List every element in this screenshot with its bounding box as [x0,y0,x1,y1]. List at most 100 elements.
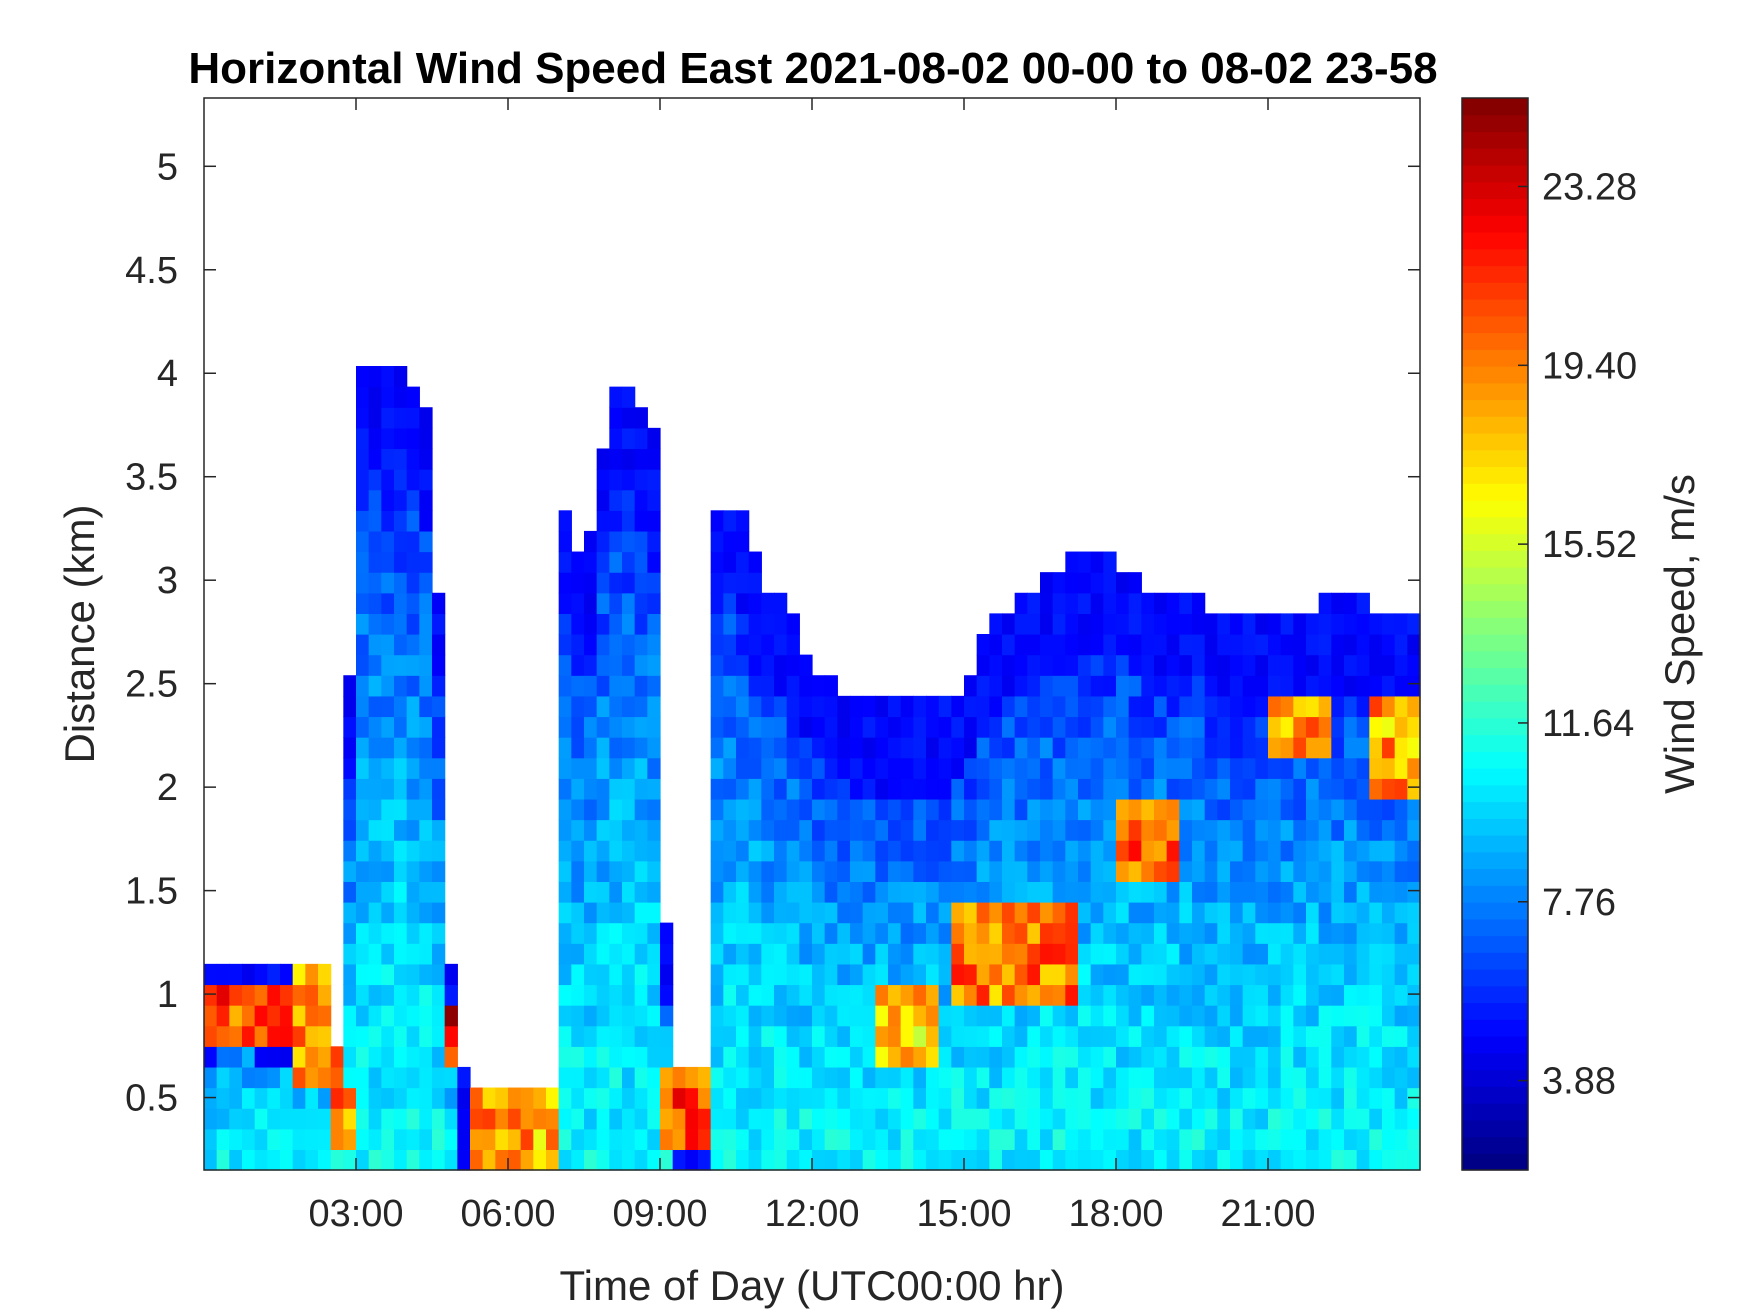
heatmap-cell [609,407,623,429]
heatmap-cell [432,798,446,821]
heatmap-cell [1306,819,1320,841]
colorbar-segment [1462,734,1528,752]
heatmap-cell [850,943,864,965]
colorbar-segment [1462,701,1528,719]
heatmap-cell [710,778,724,800]
colorbar-segment [1462,768,1528,786]
heatmap-cell [1040,1108,1054,1130]
heatmap-cell [736,530,750,553]
heatmap-cell [343,819,357,841]
heatmap-cell [1078,819,1092,841]
heatmap-cell [419,778,433,800]
heatmap-cell [444,1087,458,1109]
heatmap-cell [1407,860,1421,882]
heatmap-cell [736,634,750,656]
heatmap-cell [913,819,927,841]
heatmap-cell [938,840,952,862]
heatmap-cell [1103,654,1117,676]
heatmap-cell [1040,572,1054,594]
heatmap-cell [343,695,357,718]
heatmap-cell [723,1108,737,1130]
heatmap-cell [419,675,433,697]
heatmap-cell [1128,654,1142,676]
heatmap-cell [875,881,889,903]
heatmap-cell [1217,1149,1231,1171]
heatmap-cell [546,1108,560,1130]
heatmap-cell [1217,881,1231,903]
heatmap-cell [343,902,357,924]
heatmap-cell [1344,592,1358,614]
heatmap-cell [964,819,978,841]
colorbar-segment [1462,851,1528,870]
heatmap-cell [381,448,395,470]
heatmap-cell [381,819,395,841]
heatmap-cell [1154,778,1168,800]
heatmap-cell [1394,654,1408,676]
heatmap-cell [1407,737,1421,759]
heatmap-cell [1407,613,1421,635]
heatmap-cell [1116,592,1130,614]
heatmap-cell [1280,819,1294,841]
heatmap-cell [356,1149,370,1171]
heatmap-cell [1027,881,1041,903]
heatmap-cell [1293,1046,1307,1068]
heatmap-cell [609,1087,623,1109]
heatmap-cell [1331,716,1345,738]
heatmap-cell [1027,737,1041,759]
heatmap-cell [647,654,661,676]
heatmap-cell [1103,840,1117,862]
heatmap-cell [482,1087,496,1109]
heatmap-cell [242,984,256,1006]
x-axis-label: Time of Day (UTC00:00 hr) [560,1262,1065,1309]
heatmap-cell [1318,902,1332,924]
heatmap-cell [761,943,775,965]
heatmap-cell [1356,634,1370,656]
heatmap-cell [850,716,864,738]
heatmap-cell [394,1087,408,1109]
heatmap-cell [1154,1087,1168,1109]
colorbar-segment [1462,835,1528,853]
heatmap-cell [1179,716,1193,738]
heatmap-cell [913,1066,927,1089]
heatmap-cell [432,860,446,882]
heatmap-cell [394,881,408,903]
heatmap-cell [723,819,737,841]
heatmap-cell [1394,675,1408,697]
heatmap-cell [799,675,813,697]
heatmap-cell [596,654,610,676]
heatmap-cell [1040,860,1054,882]
heatmap-cell [647,1128,661,1150]
heatmap-cell [837,1128,851,1150]
heatmap-cell [634,634,648,656]
heatmap-cell [1014,1005,1028,1027]
heatmap-cell [1078,1087,1092,1109]
heatmap-cell [1065,840,1079,862]
heatmap-cell [343,1087,357,1109]
heatmap-cell [596,613,610,635]
heatmap-cell [736,654,750,676]
heatmap-cell [888,1108,902,1130]
heatmap-cell [368,1005,382,1027]
heatmap-cell [1179,1005,1193,1027]
colorbar-segment [1462,282,1528,300]
heatmap-cell [381,737,395,759]
heatmap-cell [1344,1005,1358,1027]
heatmap-cell [1280,1046,1294,1068]
heatmap-cell [1331,1025,1345,1047]
heatmap-cell [850,757,864,779]
heatmap-cell [1331,1108,1345,1130]
heatmap-cell [444,1149,458,1171]
heatmap-cell [888,922,902,944]
heatmap-cell [356,510,370,532]
heatmap-cell [1394,881,1408,903]
heatmap-cell [913,716,927,738]
heatmap-cell [280,1108,294,1130]
heatmap-cell [799,860,813,882]
heatmap-cell [622,984,636,1006]
heatmap-cell [875,778,889,800]
heatmap-cell [736,1005,750,1027]
heatmap-cell [1103,819,1117,841]
heatmap-cell [1369,1128,1383,1150]
heatmap-cell [913,943,927,965]
heatmap-cell [1179,1149,1193,1171]
